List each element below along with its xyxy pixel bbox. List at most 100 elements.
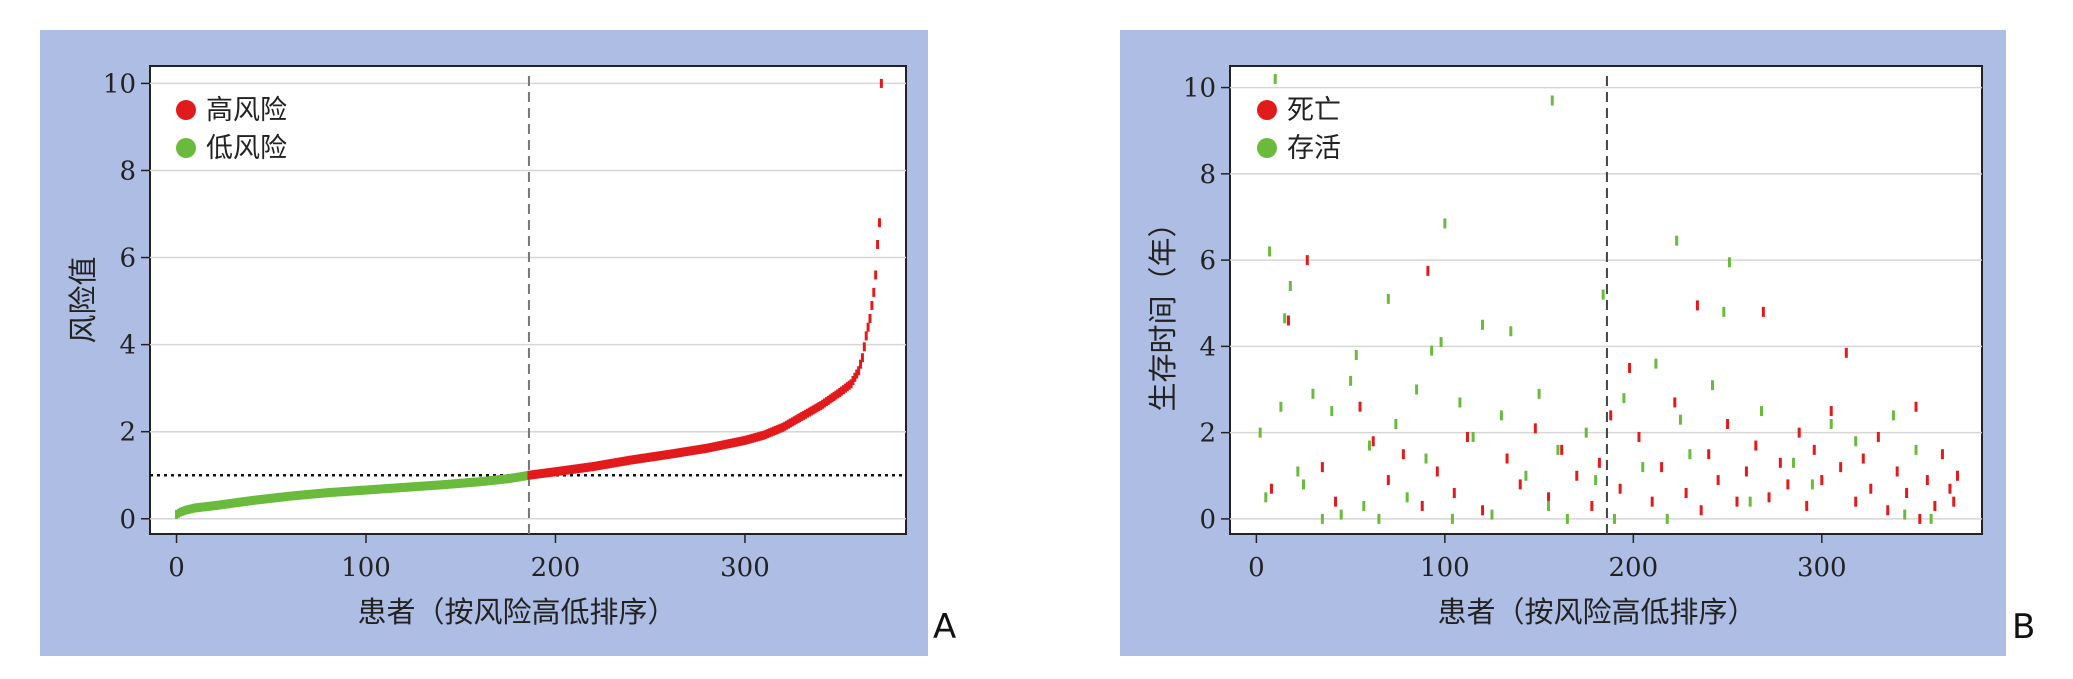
panel-a-risk-point: [190, 504, 194, 514]
panel-a-risk-point: [705, 443, 709, 453]
panel-b-x-axis-title: 患者（按风险高低排序）: [1437, 595, 1756, 629]
panel-a-risk-point: [379, 484, 383, 494]
panel-a-risk-point: [819, 401, 823, 411]
panel-a-risk-point: [859, 359, 863, 369]
panel-a-risk-point: [298, 490, 302, 500]
panel-a-risk-point: [235, 498, 239, 508]
panel-b-legend: 死亡 存活: [1257, 95, 1341, 164]
panel-b-y-axis-title: 生存时间（年）: [1146, 208, 1180, 411]
panel-a-risk-point: [677, 448, 681, 458]
panel-a-risk-point: [254, 495, 258, 505]
panel-a-risk-point: [841, 385, 845, 395]
panel-a-risk-point: [783, 421, 787, 431]
panel-a-risk-point: [427, 481, 431, 491]
panel-a-risk-point: [821, 399, 825, 409]
panel-a-risk-point: [368, 485, 372, 495]
panel-b-dead-point: [1854, 496, 1858, 507]
panel-a-risk-point: [620, 457, 624, 467]
panel-a-risk-point: [421, 481, 425, 491]
panel-b-dead-point: [1371, 436, 1375, 447]
panel-b-dead-point: [1386, 475, 1390, 486]
panel-a-risk-point: [658, 451, 662, 461]
panel-b-alive-point: [1727, 257, 1731, 268]
panel-a-risk-point: [876, 239, 880, 249]
panel-a-risk-point: [211, 501, 215, 511]
panel-a-risk-point: [442, 480, 446, 490]
panel-a-risk-point: [588, 462, 592, 472]
panel-a-risk-point: [743, 435, 747, 445]
panel-b-alive-point: [1641, 462, 1645, 473]
panel-a-x-tick-label: 100: [341, 553, 391, 583]
panel-a-risk-point: [735, 437, 739, 447]
panel-b-y-tick-label: 8: [1199, 160, 1216, 190]
panel-a-y-tick-label: 8: [119, 156, 136, 186]
panel-a-risk-point: [805, 408, 809, 418]
panel-b-dead-point: [1786, 479, 1790, 490]
panel-a-risk-point: [665, 450, 669, 460]
panel-a-risk-point: [688, 446, 692, 456]
panel-b-dead-point: [1426, 265, 1430, 276]
panel-b-dead-point: [1637, 431, 1641, 442]
panel-b-alive-point: [1665, 513, 1669, 524]
panel-a-risk-point: [838, 388, 842, 398]
panel-a-risk-point: [466, 478, 470, 488]
panel-b-alive-point: [1302, 479, 1306, 490]
panel-a-risk-point: [656, 451, 660, 461]
panel-a-risk-point: [711, 442, 715, 452]
panel-b-dead-point: [1465, 431, 1469, 442]
panel-b-dead-point: [1684, 488, 1688, 499]
panel-b-dead-point: [1861, 453, 1865, 464]
panel-a-legend-marker-high-risk: [176, 100, 196, 120]
panel-b-alive-point: [1279, 401, 1283, 412]
panel-a-risk-point: [478, 477, 482, 487]
panel-b-dead-point: [1597, 457, 1601, 468]
panel-a-risk-point: [180, 507, 184, 517]
panel-a-risk-point: [480, 477, 484, 487]
panel-a-risk-point: [453, 479, 457, 489]
panel-a-risk-point: [512, 473, 516, 483]
panel-b-alive-point: [1330, 406, 1334, 417]
panel-b-x-tick-label: 100: [1420, 553, 1470, 583]
panel-a-risk-point: [724, 439, 728, 449]
panel-b-dead-point: [1420, 500, 1424, 511]
panel-a-risk-point: [237, 497, 241, 507]
panel-a-risk-point: [597, 461, 601, 471]
panel-a-risk-point: [654, 451, 658, 461]
panel-b-dead-point: [1716, 475, 1720, 486]
panel-a-risk-point: [506, 474, 510, 484]
panel-a-risk-point: [220, 500, 224, 510]
panel-a-risk-point: [392, 483, 396, 493]
panel-a-risk-point: [489, 476, 493, 486]
panel-a-risk-point: [580, 463, 584, 473]
panel-b-alive-point: [1891, 410, 1895, 421]
panel-b-alive-point: [1829, 419, 1833, 430]
panel-a-risk-point: [205, 502, 209, 512]
panel-a-risk-point: [303, 490, 307, 500]
panel-b-alive-point: [1584, 427, 1588, 438]
panel-a-risk-point: [860, 353, 864, 363]
panel-a-risk-point: [313, 489, 317, 499]
panel-a-risk-point: [300, 490, 304, 500]
panel-a-risk-point: [267, 494, 271, 504]
panel-a-risk-point: [383, 484, 387, 494]
panel-a-risk-point: [535, 469, 539, 479]
panel-a-risk-point: [265, 494, 269, 504]
panel-a-risk-point: [250, 495, 254, 505]
panel-a-risk-point: [667, 449, 671, 459]
panel-a-risk-point: [400, 483, 404, 493]
panel-a-risk-point: [336, 487, 340, 497]
panel-a-risk-point: [360, 485, 364, 495]
panel-a-x-tick-label: 300: [720, 553, 770, 583]
panel-a-risk-point: [519, 472, 523, 482]
panel-a-risk-point: [779, 423, 783, 433]
panel-a-risk-point: [499, 475, 503, 485]
panel-a-risk-point: [646, 452, 650, 462]
panel-a-risk-point: [639, 454, 643, 464]
panel-b-dead-point: [1844, 347, 1848, 358]
panel-b-alive-point: [1273, 73, 1277, 84]
panel-a-risk-point: [319, 488, 323, 498]
panel-a-risk-point: [607, 459, 611, 469]
panel-b-alive-point: [1443, 218, 1447, 229]
panel-a-risk-point: [203, 502, 207, 512]
